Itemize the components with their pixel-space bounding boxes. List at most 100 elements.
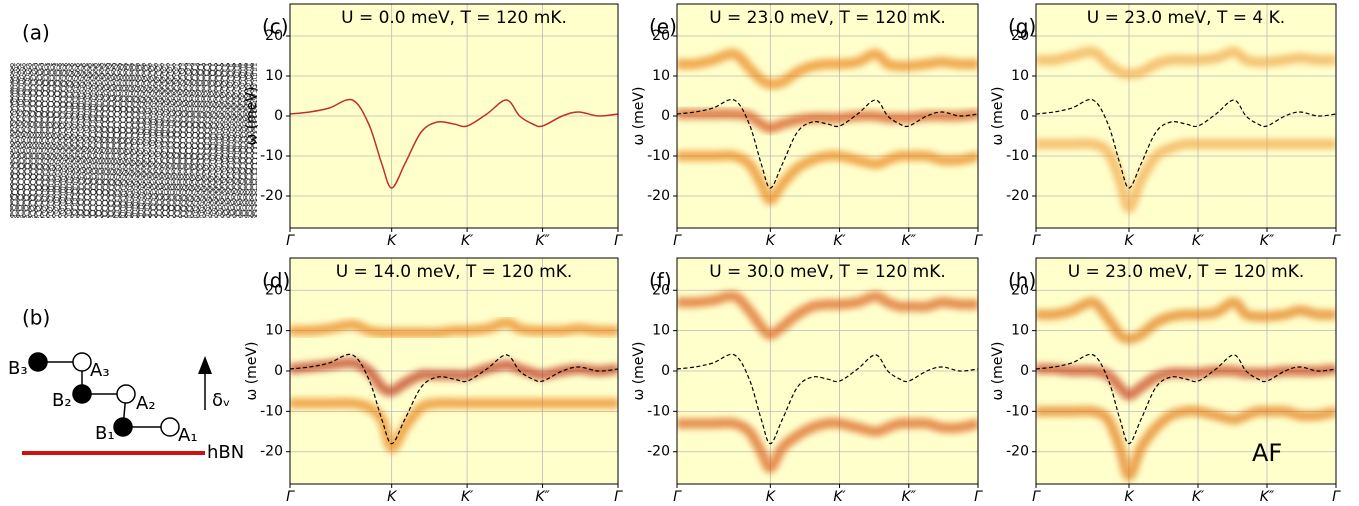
plot-title: U = 0.0 meV, T = 120 mK. <box>341 8 567 28</box>
x-tick-label: K <box>1124 233 1135 249</box>
band <box>1036 301 1336 340</box>
y-tick-label: -10 <box>647 148 670 164</box>
x-tick-label: K″ <box>535 489 550 505</box>
site-a <box>72 352 92 372</box>
dispersion-line <box>1036 98 1336 189</box>
y-tick-label: -10 <box>647 403 670 419</box>
x-tick-label: Γ <box>614 233 623 249</box>
lattice-moire <box>10 63 257 218</box>
band <box>677 154 978 202</box>
site-label: B₂ <box>52 390 72 411</box>
dispersion-line <box>290 353 618 445</box>
y-tick-label: 0 <box>274 363 283 379</box>
y-tick-label: 0 <box>1020 108 1029 124</box>
panel-label: (c) <box>262 15 289 39</box>
x-tick-label: K″ <box>1260 489 1275 505</box>
y-tick-label: 20 <box>652 28 670 44</box>
site-b <box>113 417 133 437</box>
site-b <box>28 352 48 372</box>
site-b <box>72 384 92 404</box>
x-tick-label: K″ <box>535 233 550 249</box>
substrate-label: hBN <box>207 442 244 463</box>
x-tick-label: K′ <box>461 489 474 505</box>
y-tick-label: 0 <box>274 108 283 124</box>
y-tick-label: 0 <box>661 108 670 124</box>
site-label: B₁ <box>95 423 115 444</box>
plot-area <box>290 258 618 484</box>
plot-area <box>677 258 978 484</box>
x-tick-label: K′ <box>833 489 846 505</box>
plot-area <box>677 4 978 228</box>
x-tick-label: Γ <box>1032 233 1041 249</box>
y-axis-label: ω (meV) <box>990 342 1006 401</box>
plot-frame <box>1035 257 1337 485</box>
x-tick-label: Γ <box>673 489 682 505</box>
band <box>1036 409 1336 478</box>
y-tick-label: -10 <box>260 148 283 164</box>
y-tick-label: 20 <box>652 282 670 298</box>
x-tick-label: Γ <box>1332 489 1341 505</box>
x-tick-label: K″ <box>1260 233 1275 249</box>
y-tick-label: 10 <box>265 323 283 339</box>
site-label: A₂ <box>136 393 156 414</box>
y-axis-label: ω (meV) <box>244 87 260 146</box>
x-tick-label: K′ <box>1192 233 1205 249</box>
plot-title: U = 23.0 meV, T = 120 mK. <box>709 8 946 28</box>
panel-label: (f) <box>649 269 672 293</box>
x-tick-label: K″ <box>902 489 917 505</box>
y-tick-label: -10 <box>1006 403 1029 419</box>
panel-label: (e) <box>649 15 677 39</box>
y-tick-label: -20 <box>647 444 670 460</box>
x-tick-label: K′ <box>833 233 846 249</box>
dispersion-line <box>290 98 618 189</box>
site-a <box>116 384 136 404</box>
y-tick-label: 20 <box>265 28 283 44</box>
y-tick-label: 0 <box>661 363 670 379</box>
band <box>1036 367 1336 397</box>
y-tick-label: -20 <box>1006 188 1029 204</box>
plot-title: U = 30.0 meV, T = 120 mK. <box>709 262 946 282</box>
y-tick-label: -20 <box>647 188 670 204</box>
y-tick-label: 10 <box>652 323 670 339</box>
band <box>1036 142 1336 210</box>
panel-label: (g) <box>1008 15 1036 39</box>
panel-label: (d) <box>262 269 290 293</box>
annotation: AF <box>1252 439 1282 467</box>
plot-frame <box>289 3 619 229</box>
dispersion-line <box>677 98 978 189</box>
site-a <box>160 417 180 437</box>
band <box>290 401 618 449</box>
plot-area <box>290 4 618 228</box>
y-axis-label: ω (meV) <box>631 342 647 401</box>
panel-label: (b) <box>22 306 50 330</box>
y-tick-label: 10 <box>1011 323 1029 339</box>
x-tick-label: Γ <box>673 233 682 249</box>
site-label: B₃ <box>8 358 28 379</box>
y-tick-label: 20 <box>265 282 283 298</box>
y-tick-label: 10 <box>1011 68 1029 84</box>
y-tick-label: -10 <box>260 403 283 419</box>
y-tick-label: 10 <box>652 68 670 84</box>
y-tick-label: -20 <box>1006 444 1029 460</box>
plot-title: U = 14.0 meV, T = 120 mK. <box>336 262 573 282</box>
y-tick-label: 10 <box>265 68 283 84</box>
y-tick-label: -20 <box>260 188 283 204</box>
dispersion-line <box>677 353 978 445</box>
x-tick-label: Γ <box>974 233 983 249</box>
site-label: A₃ <box>90 360 110 381</box>
x-tick-label: Γ <box>974 489 983 505</box>
band <box>677 52 978 86</box>
x-tick-label: K′ <box>1192 489 1205 505</box>
y-tick-label: -10 <box>1006 148 1029 164</box>
x-tick-label: K′ <box>461 233 474 249</box>
y-tick-label: -20 <box>260 444 283 460</box>
plot-area <box>1036 258 1336 484</box>
band <box>290 321 618 335</box>
y-axis-label: ω (meV) <box>244 342 260 401</box>
band <box>677 294 978 336</box>
x-tick-label: K <box>387 489 398 505</box>
plot-title: U = 23.0 meV, T = 4 K. <box>1087 8 1285 28</box>
band <box>290 361 618 393</box>
x-tick-label: Γ <box>1332 233 1341 249</box>
